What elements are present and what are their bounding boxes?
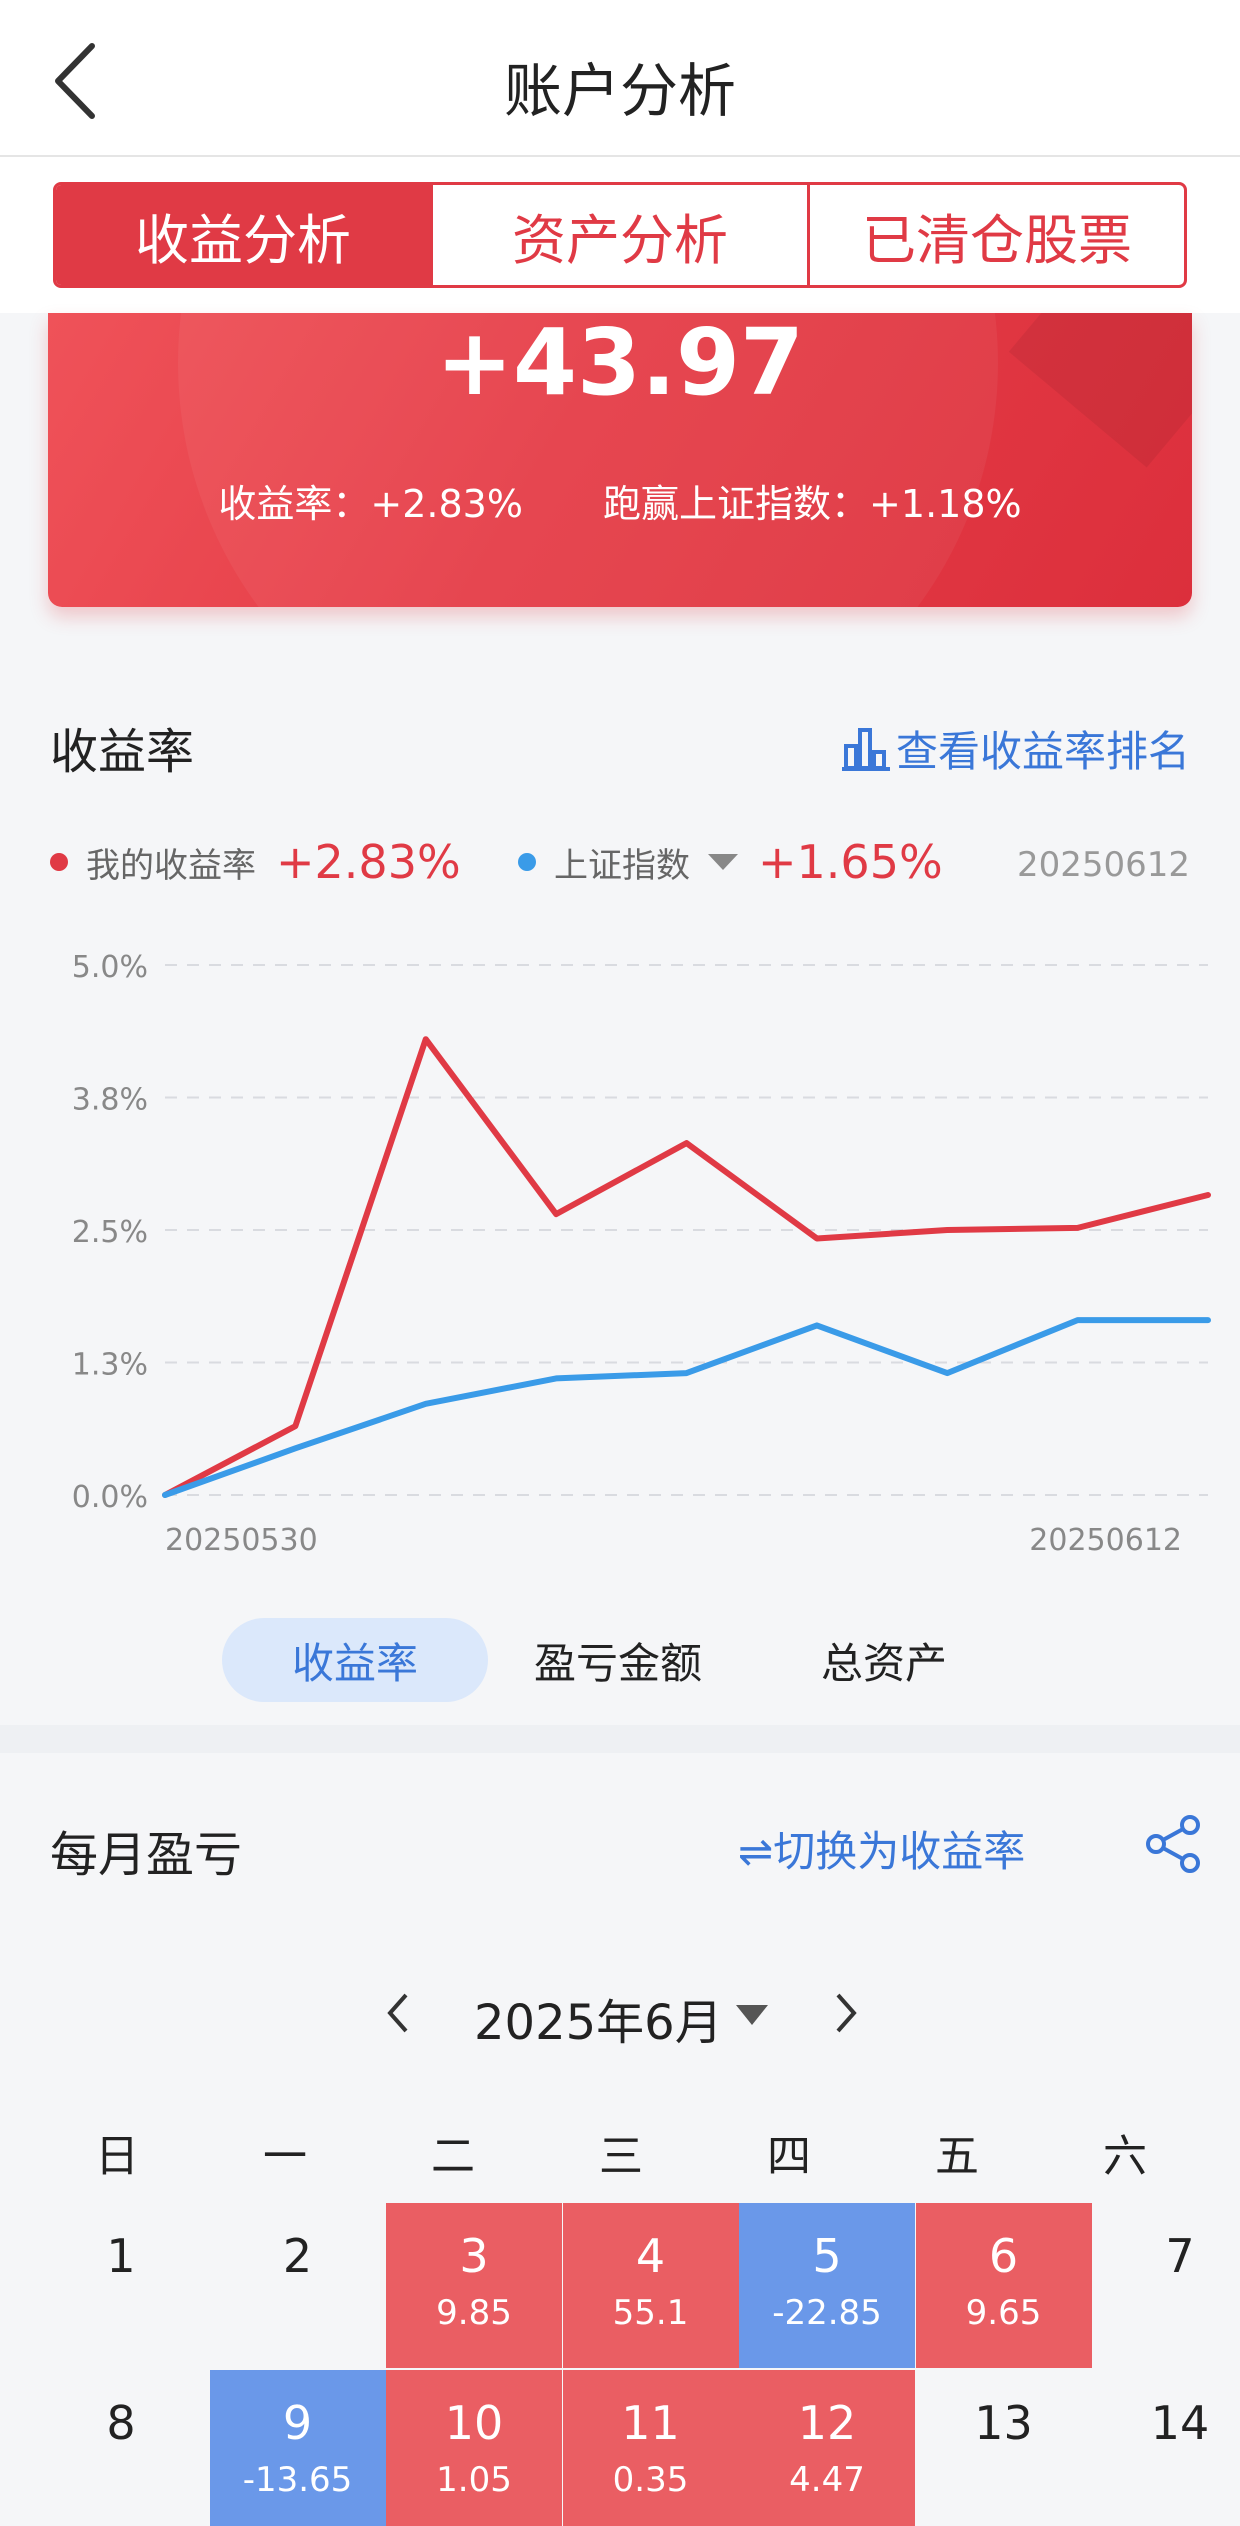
calendar-day[interactable]: 10 1.05 [386, 2370, 562, 2526]
back-arrow-icon[interactable] [48, 36, 108, 126]
day-number: 2 [282, 2229, 313, 2283]
y-tick-label: 0.0% [72, 1480, 148, 1515]
return-rate-stat: 收益率：+2.83% [218, 482, 523, 526]
tab-asset-analysis[interactable]: 资产分析 [433, 185, 810, 285]
calendar-day[interactable]: 11 0.35 [562, 2370, 739, 2526]
legend-index-label: 上证指数 [554, 845, 690, 886]
weekday-fri: 五 [935, 2131, 979, 2182]
legend-date: 20250612 [1016, 845, 1190, 885]
summary-stats: 收益率：+2.83% 跑赢上证指数：+1.18% [48, 473, 1192, 528]
weekday-tue: 二 [431, 2131, 475, 2182]
segment-total-assets[interactable]: 总资产 [820, 1638, 947, 1688]
prev-month-icon[interactable] [378, 1983, 418, 2043]
day-profit-value: 0.35 [612, 2460, 689, 2500]
calendar-day[interactable]: 14 [1092, 2370, 1240, 2526]
calendar-day[interactable]: 1 [33, 2203, 209, 2368]
day-number: 10 [444, 2396, 504, 2450]
blue-dot-icon [518, 853, 536, 871]
rank-link[interactable]: 查看收益率排名 [842, 718, 1190, 779]
day-number: 7 [1165, 2229, 1195, 2283]
segment-return-rate[interactable]: 收益率 [222, 1618, 488, 1702]
calendar-day[interactable]: 13 [916, 2370, 1092, 2526]
day-number: 4 [635, 2229, 666, 2283]
calendar-day[interactable]: 6 9.65 [915, 2203, 1092, 2368]
share-icon[interactable] [1144, 1815, 1202, 1873]
caret-down-icon [708, 854, 738, 870]
summary-card: +43.97 收益率：+2.83% 跑赢上证指数：+1.18% [48, 313, 1192, 607]
calendar-day[interactable]: 12 4.47 [739, 2370, 915, 2526]
day-number: 13 [974, 2396, 1033, 2450]
weekday-sat: 六 [1103, 2131, 1147, 2182]
weekday-thu: 四 [767, 2131, 811, 2182]
series-line-index [162, 1317, 1211, 1498]
y-tick-label: 5.0% [72, 950, 148, 985]
day-number: 11 [621, 2396, 680, 2450]
legend-mine: 我的收益率 +2.83% [50, 835, 461, 889]
tabs-container: 收益分析 资产分析 已清仓股票 [0, 157, 1240, 313]
calendar-day[interactable]: 5 -22.85 [739, 2203, 915, 2368]
current-month[interactable]: 2025年6月 [474, 1995, 723, 2051]
bar-chart-icon [842, 727, 890, 771]
section-divider [0, 1725, 1240, 1753]
day-profit-value: -13.65 [242, 2460, 353, 2500]
switch-to-rate-link[interactable]: ⇌切换为收益率 [738, 1827, 1026, 1876]
day-profit-value: 9.85 [436, 2293, 512, 2333]
next-month-icon[interactable] [826, 1983, 866, 2043]
day-number: 1 [106, 2229, 136, 2283]
day-profit-value: 55.1 [612, 2293, 689, 2333]
legend-mine-value: +2.83% [276, 835, 461, 889]
legend-index[interactable]: 上证指数 +1.65% [518, 835, 943, 889]
tab-income-analysis[interactable]: 收益分析 [56, 185, 433, 285]
day-number: 6 [988, 2229, 1019, 2283]
y-tick-label: 1.3% [72, 1348, 148, 1383]
monthly-section-title: 每月盈亏 [50, 1827, 243, 1883]
total-profit-amount: +43.97 [435, 313, 805, 416]
day-number: 3 [459, 2229, 489, 2283]
day-number: 8 [106, 2396, 136, 2450]
calendar-day[interactable]: 8 [33, 2370, 209, 2526]
calendar-day[interactable]: 3 9.85 [386, 2203, 562, 2368]
month-dropdown-icon[interactable] [736, 2005, 768, 2025]
x-tick-label: 20250612 [1029, 1523, 1182, 1558]
weekday-header: 日 一 二 三 四 五 六 [33, 2120, 1209, 2182]
return-line-chart: 5.0% 3.8% 2.5% 1.3% 0.0% 20250530 20250612 [72, 950, 1211, 1558]
tab-cleared-stocks[interactable]: 已清仓股票 [862, 208, 1132, 272]
weekday-wed: 三 [599, 2131, 643, 2182]
day-number: 9 [282, 2396, 313, 2450]
series-line-my-return [162, 1036, 1211, 1498]
segment-profit-amount[interactable]: 盈亏金额 [533, 1638, 702, 1688]
weekday-mon: 一 [263, 2131, 307, 2182]
day-number: 5 [812, 2229, 842, 2283]
legend-mine-label: 我的收益率 [86, 845, 256, 886]
day-profit-value: 9.65 [965, 2293, 1042, 2333]
tab-bar: 收益分析 资产分析 已清仓股票 [53, 182, 1187, 288]
day-profit-value: 1.05 [436, 2460, 512, 2500]
weekday-sun: 日 [95, 2131, 139, 2182]
x-tick-label: 20250530 [165, 1523, 318, 1558]
y-tick-label: 3.8% [72, 1083, 148, 1118]
beat-index-stat: 跑赢上证指数：+1.18% [603, 482, 1022, 526]
rank-link-label: 查看收益率排名 [896, 727, 1191, 776]
chart-legend: 我的收益率 +2.83% 上证指数 +1.65% 20250612 [50, 835, 1190, 895]
top-bar: 账户分析 [0, 0, 1240, 157]
red-dot-icon [50, 853, 68, 871]
calendar-day[interactable]: 7 [1092, 2203, 1240, 2368]
month-selector: 2025年6月 [0, 1975, 1240, 2055]
returns-section-title: 收益率 [50, 724, 195, 780]
day-number: 12 [797, 2396, 857, 2450]
legend-index-value: +1.65% [758, 835, 943, 889]
day-number: 14 [1150, 2396, 1210, 2450]
day-profit-value: 4.47 [789, 2460, 865, 2500]
calendar-day[interactable]: 4 55.1 [562, 2203, 739, 2368]
day-profit-value: -22.85 [772, 2293, 882, 2333]
calendar-day[interactable]: 2 [210, 2203, 386, 2368]
calendar-day[interactable]: 9 -13.65 [209, 2370, 386, 2526]
y-tick-label: 2.5% [72, 1215, 148, 1250]
page-title: 账户分析 [503, 57, 736, 125]
